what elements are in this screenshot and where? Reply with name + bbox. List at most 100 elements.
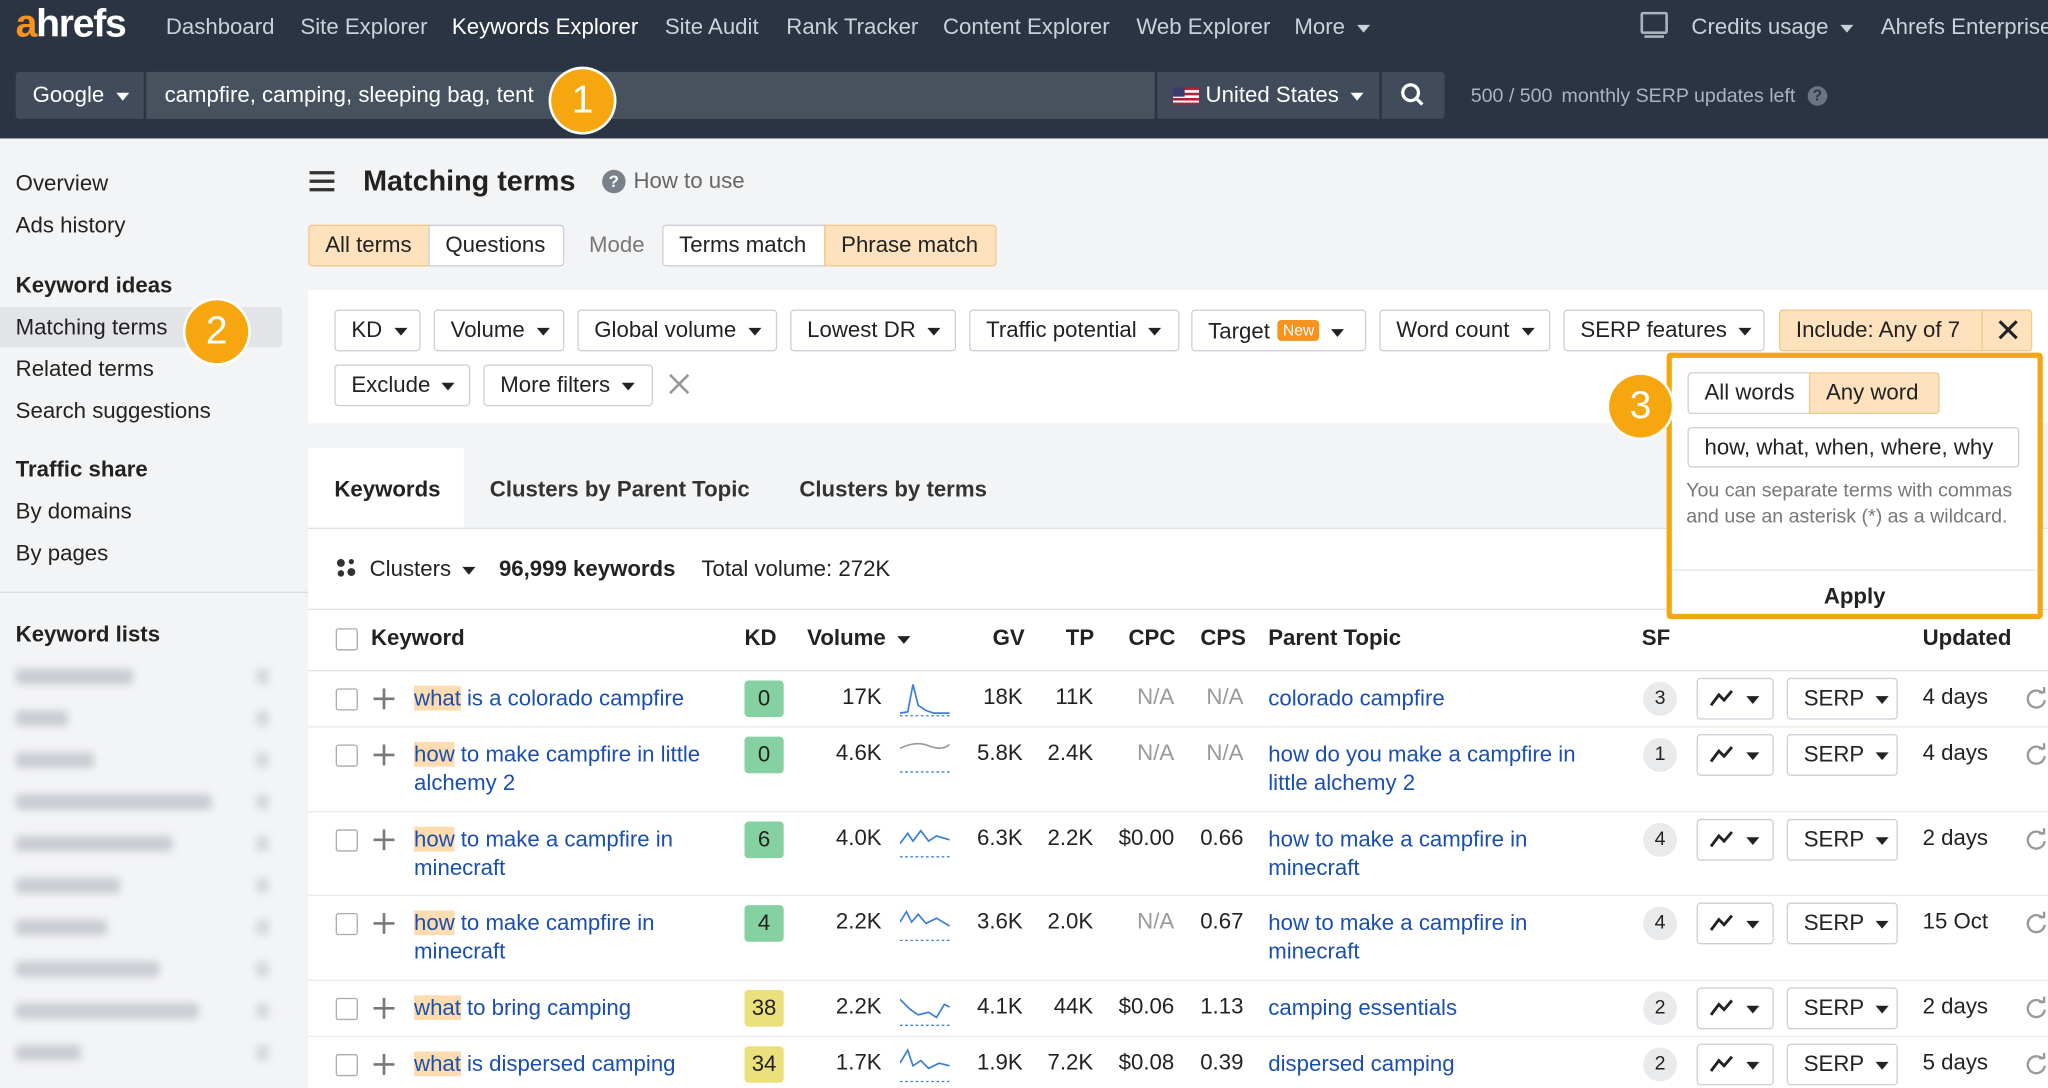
- add-button[interactable]: [372, 687, 396, 717]
- row-checkbox[interactable]: [335, 912, 358, 936]
- term-tab[interactable]: All terms: [308, 224, 430, 267]
- trend-button[interactable]: [1696, 902, 1774, 945]
- column-header[interactable]: Volume: [807, 626, 910, 652]
- column-header[interactable]: KD: [744, 626, 776, 652]
- include-filter[interactable]: Include: Any of 7: [1778, 309, 2033, 352]
- nav-item[interactable]: Dashboard: [165, 14, 275, 40]
- nav-item[interactable]: Site Audit: [664, 14, 759, 40]
- how-to-use[interactable]: How to use: [633, 168, 745, 194]
- nav-item[interactable]: Site Explorer: [300, 14, 428, 40]
- trend-button[interactable]: [1696, 677, 1774, 720]
- mode-tab[interactable]: Terms match: [662, 224, 826, 267]
- filter-button[interactable]: Exclude: [334, 364, 471, 407]
- column-header[interactable]: Parent Topic: [1268, 626, 1401, 652]
- search-button[interactable]: [1381, 71, 1445, 119]
- row-checkbox[interactable]: [335, 997, 358, 1021]
- result-tab[interactable]: Clusters by terms: [799, 476, 987, 502]
- trend-button[interactable]: [1696, 818, 1774, 861]
- keyword[interactable]: what is a colorado campfire: [414, 684, 734, 713]
- logo[interactable]: ahrefs: [16, 3, 127, 47]
- parent-topic[interactable]: colorado campfire: [1268, 685, 1445, 711]
- keyword[interactable]: how to make campfire in little alchemy 2: [414, 741, 734, 798]
- row-checkbox[interactable]: [335, 744, 358, 767]
- parent-topic[interactable]: how do you make a campfire in little alc…: [1268, 741, 1576, 796]
- column-header[interactable]: CPC: [1128, 626, 1175, 652]
- sf-count[interactable]: 1: [1643, 737, 1678, 772]
- serp-button[interactable]: SERP: [1786, 818, 1898, 861]
- clusters-dropdown[interactable]: Clusters: [370, 556, 476, 582]
- serp-button[interactable]: SERP: [1786, 677, 1898, 720]
- parent-topic[interactable]: dispersed camping: [1268, 1051, 1455, 1077]
- nav-item[interactable]: Web Explorer: [1136, 14, 1271, 40]
- parent-topic[interactable]: how to make a campfire in minecraft: [1268, 826, 1528, 881]
- filter-button[interactable]: KD: [334, 309, 421, 352]
- row-checkbox[interactable]: [335, 829, 358, 852]
- add-button[interactable]: [372, 997, 396, 1027]
- trend-button[interactable]: [1696, 987, 1774, 1030]
- filter-button[interactable]: Lowest DR: [790, 309, 957, 352]
- sidebar-item[interactable]: Overview: [15, 171, 109, 196]
- quota-help-icon[interactable]: ?: [1807, 86, 1828, 106]
- sidebar-item[interactable]: By pages: [15, 540, 109, 566]
- sf-count[interactable]: 2: [1643, 991, 1678, 1026]
- sf-count[interactable]: 4: [1643, 822, 1678, 857]
- country-select[interactable]: United States: [1206, 72, 1364, 119]
- keyword[interactable]: what is dispersed camping: [414, 1050, 734, 1079]
- sidebar-item[interactable]: Matching terms: [15, 314, 168, 340]
- mode-tab[interactable]: Phrase match: [824, 224, 997, 267]
- sf-count[interactable]: 2: [1643, 1047, 1678, 1082]
- filter-button[interactable]: More filters: [483, 364, 654, 407]
- menu-icon[interactable]: [309, 170, 336, 194]
- column-header[interactable]: CPS: [1200, 626, 1246, 652]
- keyword[interactable]: what to bring camping: [414, 994, 734, 1023]
- column-header[interactable]: Updated: [1923, 626, 2012, 652]
- nav-item[interactable]: Content Explorer: [943, 14, 1110, 40]
- add-button[interactable]: [372, 1053, 396, 1083]
- refresh-button[interactable]: [2024, 1052, 2048, 1083]
- include-clear[interactable]: [1981, 309, 2033, 352]
- clear-filters[interactable]: [667, 372, 691, 396]
- account[interactable]: Ahrefs Enterprise: [1880, 14, 2048, 40]
- sf-count[interactable]: 4: [1643, 906, 1678, 941]
- sidebar-item[interactable]: Related terms: [15, 356, 154, 382]
- apply-button[interactable]: Apply: [1823, 583, 1886, 609]
- trend-button[interactable]: [1696, 734, 1774, 776]
- sf-count[interactable]: 3: [1643, 681, 1678, 716]
- column-header[interactable]: Keyword: [371, 626, 465, 652]
- sidebar-item[interactable]: Ads history: [15, 212, 126, 238]
- parent-topic[interactable]: camping essentials: [1268, 995, 1458, 1021]
- keyword[interactable]: how to make campfire in minecraft: [414, 909, 734, 966]
- row-checkbox[interactable]: [335, 1054, 358, 1077]
- serp-button[interactable]: SERP: [1786, 734, 1898, 776]
- add-button[interactable]: [372, 912, 396, 942]
- filter-button[interactable]: Global volume: [577, 309, 778, 352]
- match-option[interactable]: All words: [1687, 372, 1811, 415]
- nav-item[interactable]: Rank Tracker: [786, 14, 919, 40]
- refresh-button[interactable]: [2024, 828, 2048, 858]
- serp-button[interactable]: SERP: [1786, 902, 1898, 945]
- select-all-checkbox[interactable]: [335, 628, 358, 651]
- filter-button[interactable]: Volume: [433, 309, 565, 352]
- serp-button[interactable]: SERP: [1786, 1043, 1898, 1086]
- result-tab[interactable]: Clusters by Parent Topic: [489, 476, 750, 502]
- nav-item[interactable]: More: [1294, 14, 1369, 40]
- engine-select[interactable]: Google: [15, 71, 144, 119]
- refresh-button[interactable]: [2024, 743, 2048, 773]
- column-header[interactable]: GV: [993, 626, 1025, 652]
- credits-usage[interactable]: Credits usage: [1691, 14, 1853, 40]
- sidebar-item[interactable]: Search suggestions: [15, 398, 211, 424]
- keyword[interactable]: how to make a campfire in minecraft: [414, 825, 734, 882]
- filter-button[interactable]: Word count: [1379, 309, 1551, 352]
- add-button[interactable]: [372, 828, 396, 858]
- refresh-button[interactable]: [2024, 687, 2048, 717]
- result-tab[interactable]: Keywords: [334, 476, 441, 502]
- sidebar-item[interactable]: By domains: [15, 498, 132, 524]
- filter-button[interactable]: Target New: [1191, 309, 1367, 352]
- refresh-button[interactable]: [2024, 911, 2048, 942]
- serp-button[interactable]: SERP: [1786, 987, 1898, 1030]
- nav-item[interactable]: Keywords Explorer: [451, 14, 639, 40]
- terms-input[interactable]: how, what, when, where, why: [1687, 427, 2020, 468]
- row-checkbox[interactable]: [335, 688, 358, 711]
- column-header[interactable]: TP: [1066, 626, 1094, 652]
- refresh-button[interactable]: [2024, 996, 2048, 1027]
